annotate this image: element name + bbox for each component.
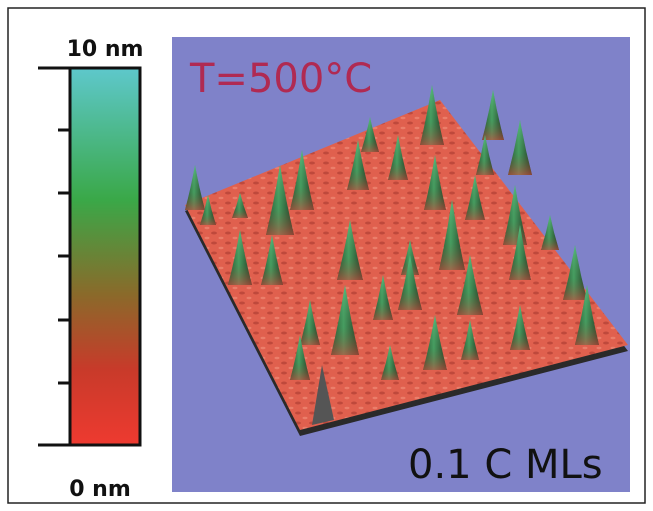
afm-image: T=500°C 0.1 C MLs (172, 37, 630, 492)
colorbar-gradient (70, 68, 140, 445)
colorbar-bottom-label: 0 nm (69, 477, 131, 502)
coverage-label: 0.1 C MLs (408, 442, 603, 488)
page: 10 nm 0 nm T=500°C 0.1 C MLs (() => { co… (0, 0, 653, 511)
colorbar-top-label: 10 nm (67, 37, 144, 62)
figure: 10 nm 0 nm T=500°C 0.1 C MLs (0, 0, 653, 511)
temperature-label: T=500°C (189, 56, 372, 102)
